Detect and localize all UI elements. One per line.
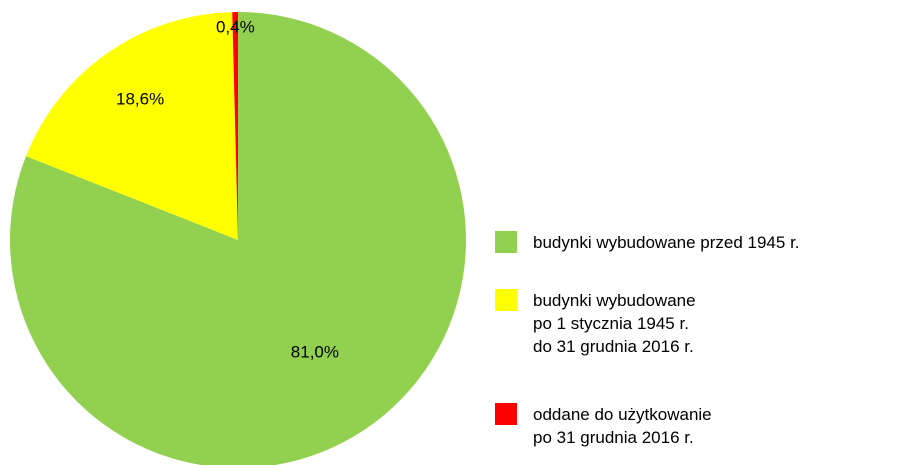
legend-label: oddane do użytkowanie po 31 grudnia 2016… <box>533 405 712 447</box>
data-label: 81,0% <box>291 343 339 362</box>
pie-slice <box>232 12 238 240</box>
pie-slice <box>26 12 239 240</box>
legend-swatch <box>495 231 517 253</box>
legend-label: budynki wybudowane przed 1945 r. <box>533 233 800 252</box>
pie-slice <box>10 12 466 465</box>
legend-swatch <box>495 403 517 425</box>
legend-label: budynki wybudowane po 1 stycznia 1945 r.… <box>533 291 696 356</box>
legend-item: oddane do użytkowanie po 31 grudnia 2016… <box>495 403 712 449</box>
data-label: 18,6% <box>116 89 164 108</box>
legend-item: budynki wybudowane po 1 stycznia 1945 r.… <box>495 289 696 358</box>
legend-swatch <box>495 289 517 311</box>
data-label: 0,4% <box>216 17 255 36</box>
legend-item: budynki wybudowane przed 1945 r. <box>495 231 800 254</box>
